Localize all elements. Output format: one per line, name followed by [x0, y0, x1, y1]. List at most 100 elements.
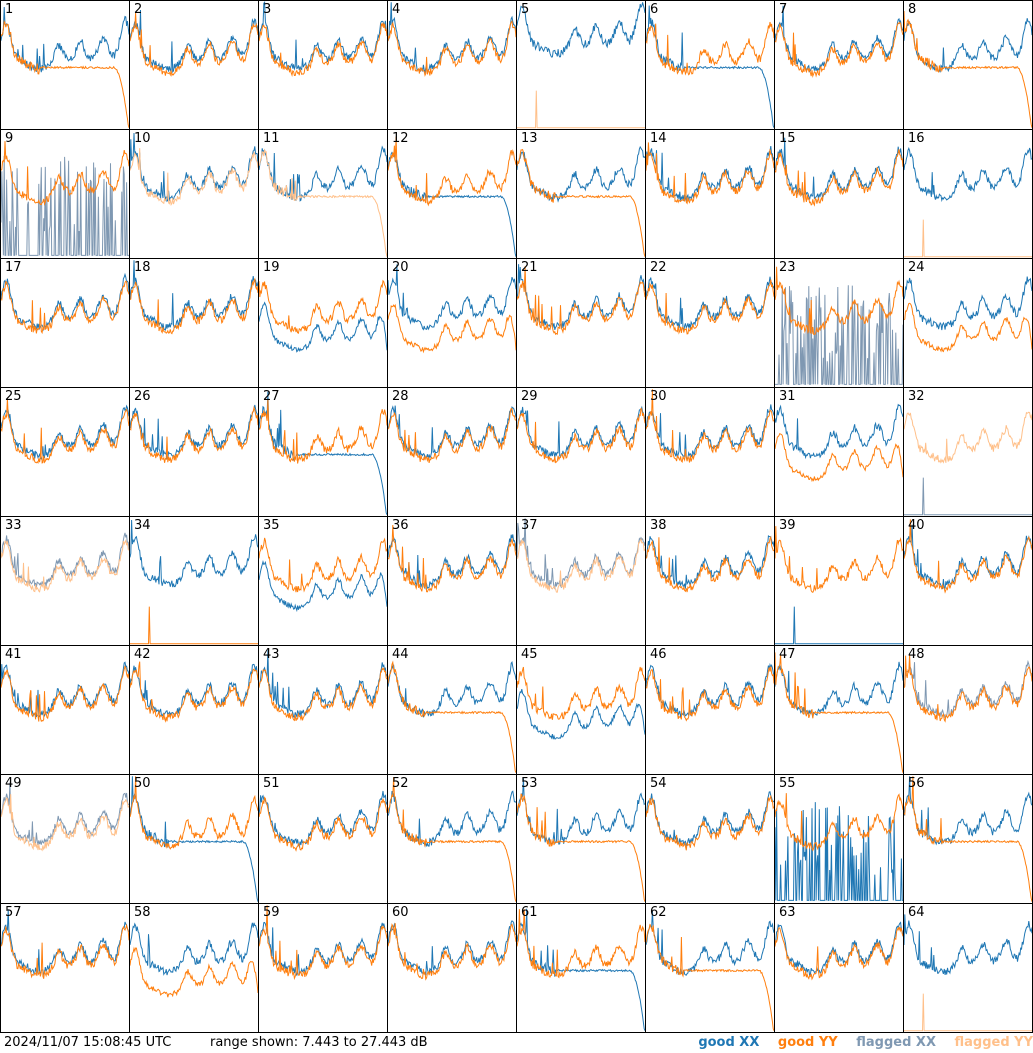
panel-label: 54	[650, 776, 667, 791]
panel-label: 53	[521, 776, 538, 791]
series-xx-1	[1, 6, 129, 73]
series-yy-42	[130, 661, 258, 723]
panel-label: 52	[392, 776, 409, 791]
series-yy-5	[517, 90, 645, 129]
panel-plot-49	[1, 782, 129, 852]
panel-label: 30	[650, 389, 667, 404]
panel-1: 1	[1, 1, 130, 130]
series-xx-46	[646, 662, 774, 718]
series-yy-4	[388, 20, 516, 77]
panel-59: 59	[259, 904, 388, 1033]
panel-22: 22	[646, 259, 775, 388]
panel-plot-58	[130, 922, 258, 998]
series-xx-49	[1, 782, 129, 846]
series-xx-9	[1, 155, 129, 256]
panel-plot-57	[1, 909, 129, 979]
panel-33: 33	[1, 517, 130, 646]
series-yy-46	[646, 666, 774, 722]
panel-7: 7	[775, 1, 904, 130]
panel-plot-40	[904, 519, 1032, 594]
panel-label: 6	[650, 2, 659, 17]
panel-plot-55	[775, 793, 903, 901]
series-yy-50	[130, 776, 258, 850]
panel-label: 19	[263, 260, 280, 275]
panel-label: 37	[521, 518, 538, 533]
panel-plot-10	[130, 132, 258, 207]
series-yy-59	[259, 905, 387, 981]
panel-plot-27	[259, 391, 387, 515]
panel-label: 49	[5, 776, 22, 791]
panel-20: 20	[388, 259, 517, 388]
series-xx-36	[388, 534, 516, 590]
series-xx-51	[259, 790, 387, 849]
series-yy-23	[775, 266, 903, 335]
series-xx-43	[259, 650, 387, 719]
series-xx-35	[259, 560, 387, 613]
series-yy-7	[775, 21, 903, 78]
series-yy-2	[130, 12, 258, 77]
panel-plot-59	[259, 905, 387, 981]
panel-11: 11	[259, 130, 388, 259]
panel-label: 50	[134, 776, 151, 791]
panel-label: 34	[134, 518, 151, 533]
panel-label: 15	[779, 131, 796, 146]
panel-58: 58	[130, 904, 259, 1033]
panel-label: 23	[779, 260, 796, 275]
panel-label: 42	[134, 647, 151, 662]
series-xx-13	[517, 145, 645, 203]
panel-18: 18	[130, 259, 259, 388]
series-yy-58	[130, 946, 258, 998]
series-yy-32	[904, 411, 1032, 464]
panel-17: 17	[1, 259, 130, 388]
series-xx-54	[646, 791, 774, 847]
panel-53: 53	[517, 775, 646, 904]
series-xx-4	[388, 2, 516, 74]
panel-47: 47	[775, 646, 904, 775]
panel-39: 39	[775, 517, 904, 646]
panel-plot-38	[646, 535, 774, 593]
series-yy-17	[1, 280, 129, 335]
panel-plot-35	[259, 537, 387, 613]
series-xx-41	[1, 661, 129, 718]
panel-label: 41	[5, 647, 22, 662]
panel-label: 48	[908, 647, 925, 662]
panel-5: 5	[517, 1, 646, 130]
series-xx-29	[517, 405, 645, 458]
panel-plot-20	[388, 264, 516, 354]
panel-52: 52	[388, 775, 517, 904]
series-yy-57	[1, 923, 129, 979]
series-yy-14	[646, 142, 774, 205]
panel-plot-41	[1, 661, 129, 723]
panel-45: 45	[517, 646, 646, 775]
series-yy-45	[517, 666, 645, 720]
panel-label: 5	[521, 2, 530, 17]
panel-plot-22	[646, 276, 774, 335]
series-yy-12	[388, 136, 516, 207]
panel-plot-11	[259, 145, 387, 257]
series-yy-35	[259, 537, 387, 593]
panel-plot-45	[517, 666, 645, 740]
series-xx-12	[388, 151, 516, 257]
panel-63: 63	[775, 904, 904, 1033]
panel-plot-7	[775, 5, 903, 78]
panel-25: 25	[1, 388, 130, 517]
series-xx-58	[130, 922, 258, 976]
panel-19: 19	[259, 259, 388, 388]
panel-plot-19	[259, 279, 387, 353]
series-yy-56	[904, 776, 1032, 902]
series-xx-31	[775, 403, 903, 460]
panel-37: 37	[517, 517, 646, 646]
series-xx-50	[130, 776, 258, 902]
panel-label: 27	[263, 389, 280, 404]
panel-plot-21	[517, 264, 645, 336]
panel-plot-53	[517, 778, 645, 902]
series-xx-48	[904, 659, 1032, 719]
panel-label: 25	[5, 389, 22, 404]
series-yy-9	[1, 141, 129, 206]
panel-57: 57	[1, 904, 130, 1033]
panel-label: 29	[521, 389, 538, 404]
panel-label: 40	[908, 518, 925, 533]
panel-label: 31	[779, 389, 796, 404]
panel-label: 17	[5, 260, 22, 275]
